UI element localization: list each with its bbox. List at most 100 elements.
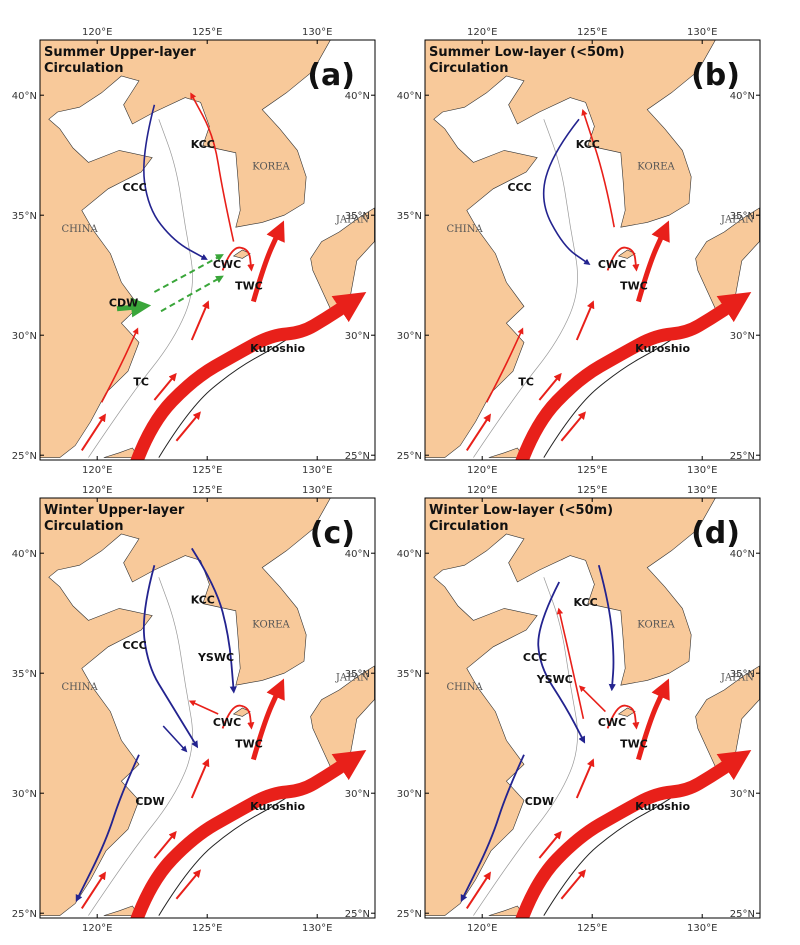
y-tick-label: 30°N <box>12 331 37 342</box>
panel-title: Summer Upper-layer <box>44 45 196 60</box>
current-arrow <box>578 685 606 713</box>
x-tick-label: 120°E <box>467 465 497 476</box>
kuroshio-arrow <box>130 750 367 918</box>
x-tick-label: 125°E <box>192 27 222 38</box>
place-label: JAPAN <box>335 214 369 225</box>
land-jeju <box>617 249 636 259</box>
panel-title: Summer Low-layer (<50m) <box>429 45 625 60</box>
x-tick-label: 125°E <box>192 923 222 934</box>
x-tick-label: 130°E <box>687 465 717 476</box>
y-tick-label: 35°N <box>12 211 37 222</box>
current-arrow <box>250 678 285 761</box>
current-arrow <box>560 869 586 900</box>
current-arrow <box>75 754 140 903</box>
place-label: CHINA <box>61 224 98 235</box>
land-mainland <box>425 498 716 916</box>
current-arrow <box>460 754 525 903</box>
current-arrow <box>142 564 199 749</box>
current-arrow <box>80 871 106 909</box>
current-arrow <box>80 413 106 451</box>
panel-title: Circulation <box>44 519 123 534</box>
x-tick-label: 130°E <box>687 923 717 934</box>
panel-title: Circulation <box>44 61 123 76</box>
x-tick-label: 125°E <box>192 465 222 476</box>
current-label: CWC <box>598 258 626 271</box>
y-tick-label: 25°N <box>12 909 37 920</box>
current-arrow <box>575 758 595 799</box>
land-japan <box>310 207 375 310</box>
x-tick-label: 120°E <box>467 485 497 496</box>
panel-title: Winter Upper-layer <box>44 503 185 518</box>
y-tick-label: 40°N <box>397 91 422 102</box>
x-tick-label: 130°E <box>302 27 332 38</box>
current-arrow <box>190 92 235 242</box>
shelf-contour <box>543 778 699 916</box>
kuroshio-arrow <box>515 292 752 460</box>
land-mainland <box>40 498 331 916</box>
y-tick-label: 40°N <box>12 91 37 102</box>
y-tick-label: 30°N <box>397 331 422 342</box>
panel-title: Circulation <box>429 519 508 534</box>
current-arrow <box>538 372 562 401</box>
current-arrow <box>581 108 615 228</box>
current-arrow <box>606 246 640 272</box>
y-tick-label: 25°N <box>397 451 422 462</box>
current-arrow <box>542 118 591 266</box>
x-tick-label: 130°E <box>302 465 332 476</box>
land-jeju <box>617 707 636 717</box>
map-body <box>425 498 760 918</box>
current-label: TWC <box>620 738 648 751</box>
y-tick-label: 40°N <box>345 549 370 560</box>
current-arrow <box>160 275 224 313</box>
current-arrow <box>465 871 491 909</box>
shelf-contour <box>473 577 578 916</box>
x-tick-label: 130°E <box>687 485 717 496</box>
y-tick-label: 25°N <box>12 451 37 462</box>
shelf-contour <box>543 320 699 458</box>
current-label: CCC <box>523 651 547 664</box>
current-arrow <box>153 372 177 401</box>
current-label: CDW <box>109 296 138 309</box>
current-arrow <box>556 607 585 719</box>
y-tick-label: 30°N <box>12 789 37 800</box>
x-tick-label: 130°E <box>687 27 717 38</box>
current-label: CCC <box>122 181 146 194</box>
y-tick-label: 25°N <box>730 909 755 920</box>
current-label: CWC <box>213 258 241 271</box>
land-taiwan <box>488 905 525 916</box>
map-panel: 120°E 120°E 125°E 125°E 130°E 130°E 25°N 25°N 30… <box>397 27 761 476</box>
place-label: CHINA <box>446 224 483 235</box>
current-arrow <box>190 300 210 341</box>
current-label: Kuroshio <box>250 800 305 813</box>
current-label: Kuroshio <box>635 800 690 813</box>
current-label: KCC <box>191 138 215 151</box>
current-arrow <box>188 700 219 715</box>
map-panel: 120°E 120°E 125°E 125°E 130°E 130°E 25°N 25°N 30… <box>12 485 376 934</box>
current-arrow <box>190 758 210 799</box>
place-label: JAPAN <box>720 672 754 683</box>
current-label: TC <box>518 376 534 389</box>
land-taiwan <box>488 447 525 458</box>
current-label: CCC <box>507 181 531 194</box>
kuroshio-arrow <box>515 750 752 918</box>
shelf-contour <box>473 119 578 458</box>
current-label: Kuroshio <box>250 342 305 355</box>
y-tick-label: 35°N <box>12 669 37 680</box>
map-panel: 120°E 120°E 125°E 125°E 130°E 130°E 25°N 25°N 30… <box>12 27 376 476</box>
y-tick-label: 35°N <box>397 211 422 222</box>
x-tick-label: 120°E <box>82 465 112 476</box>
place-label: KOREA <box>637 620 675 631</box>
y-tick-label: 40°N <box>12 549 37 560</box>
y-tick-label: 25°N <box>397 909 422 920</box>
y-tick-label: 25°N <box>345 451 370 462</box>
panel-title: Circulation <box>429 61 508 76</box>
y-tick-label: 25°N <box>730 451 755 462</box>
map-body <box>40 40 375 460</box>
current-arrow <box>153 254 224 293</box>
current-label: TWC <box>620 280 648 293</box>
land-mainland <box>425 40 716 458</box>
current-label: TC <box>133 376 149 389</box>
current-arrow <box>116 297 152 318</box>
map-body <box>40 498 375 918</box>
